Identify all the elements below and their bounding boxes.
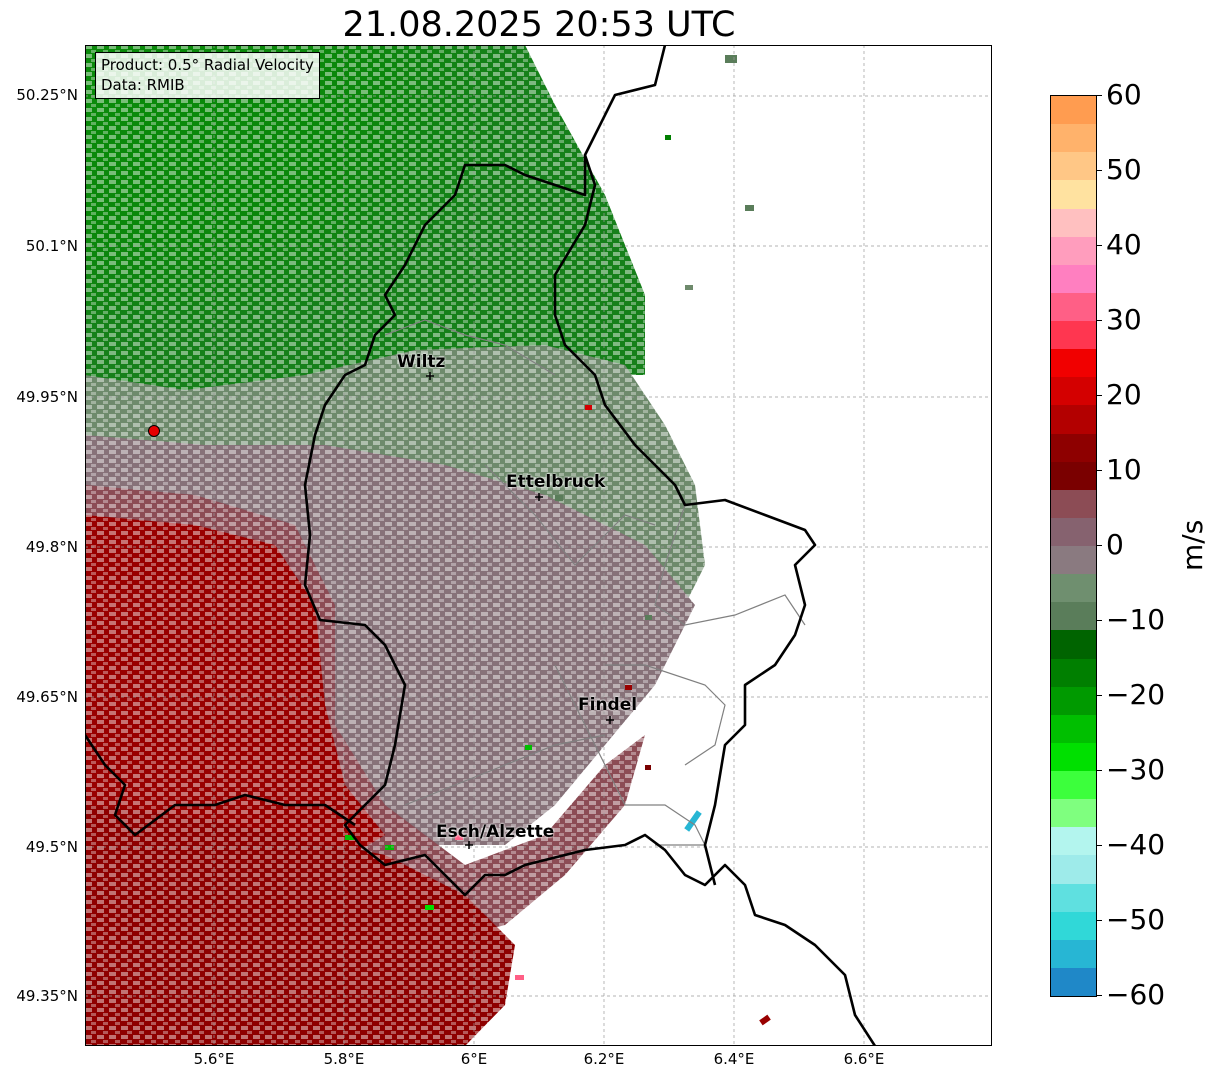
colorbar-tick bbox=[1096, 245, 1102, 246]
lat-label: 49.5°N bbox=[25, 838, 78, 856]
colorbar-tick-label: −40 bbox=[1106, 828, 1166, 861]
graticule bbox=[85, 45, 992, 1046]
lon-label: 6°E bbox=[460, 1050, 488, 1068]
colorbar-tick-label: 10 bbox=[1106, 453, 1142, 486]
colorbar-segment bbox=[1051, 349, 1096, 378]
lat-label: 49.8°N bbox=[25, 538, 78, 556]
lat-label: 49.95°N bbox=[16, 388, 78, 406]
city-marker-esch bbox=[465, 841, 473, 849]
colorbar-segment bbox=[1051, 489, 1096, 519]
colorbar-tick bbox=[1096, 620, 1102, 621]
colorbar-tick-label: 40 bbox=[1106, 228, 1142, 261]
city-marker-findel bbox=[606, 716, 614, 724]
colorbar-segment bbox=[1051, 855, 1096, 884]
colorbar-segment bbox=[1051, 517, 1096, 547]
lat-label: 50.25°N bbox=[16, 86, 78, 104]
colorbar-segment bbox=[1051, 208, 1096, 238]
colorbar-tick-label: −30 bbox=[1106, 753, 1166, 786]
colorbar-segment bbox=[1051, 630, 1096, 659]
colorbar-segment bbox=[1051, 827, 1096, 856]
colorbar-segment bbox=[1051, 236, 1096, 266]
colorbar-tick-label: 30 bbox=[1106, 303, 1142, 336]
colorbar-tick bbox=[1096, 920, 1102, 921]
colorbar-segment bbox=[1051, 292, 1096, 322]
map-title: 21.08.2025 20:53 UTC bbox=[342, 5, 736, 45]
colorbar-segment bbox=[1051, 911, 1096, 941]
colorbar-segment bbox=[1051, 152, 1096, 181]
colorbar-tick-label: −60 bbox=[1106, 978, 1166, 1011]
lon-label: 6.2°E bbox=[583, 1050, 625, 1068]
colorbar-segment bbox=[1051, 264, 1096, 294]
city-label-wiltz: Wiltz bbox=[397, 352, 446, 372]
colorbar-tick bbox=[1096, 845, 1102, 846]
colorbar-tick bbox=[1096, 695, 1102, 696]
colorbar-segment bbox=[1051, 883, 1096, 913]
colorbar-segment bbox=[1051, 433, 1096, 463]
colorbar-segment bbox=[1051, 96, 1096, 125]
colorbar-segment bbox=[1051, 658, 1096, 688]
radar-map[interactable] bbox=[85, 45, 992, 1046]
info-box: Product: 0.5° Radial Velocity Data: RMIB bbox=[95, 52, 320, 99]
colorbar-segment bbox=[1051, 546, 1096, 575]
radar-site-marker bbox=[148, 425, 160, 437]
colorbar-segment bbox=[1051, 602, 1096, 631]
colorbar-segment bbox=[1051, 967, 1096, 996]
lat-label: 49.35°N bbox=[16, 987, 78, 1005]
lon-label: 6.6°E bbox=[843, 1050, 885, 1068]
colorbar-tick bbox=[1096, 470, 1102, 471]
colorbar-segment bbox=[1051, 405, 1096, 434]
national-borders bbox=[85, 45, 877, 1046]
city-label-ettelbruck: Ettelbruck bbox=[506, 472, 606, 492]
colorbar-tick bbox=[1096, 95, 1102, 96]
radar-map-canvas bbox=[85, 45, 992, 1046]
colorbar-tick bbox=[1096, 545, 1102, 546]
colorbar-tick-label: −10 bbox=[1106, 603, 1166, 636]
lon-label: 6.4°E bbox=[713, 1050, 755, 1068]
internal-boundaries bbox=[384, 319, 806, 846]
colorbar-segment bbox=[1051, 321, 1096, 350]
colorbar-tick-label: −20 bbox=[1106, 678, 1166, 711]
colorbar-segment bbox=[1051, 771, 1096, 800]
colorbar-tick-label: 60 bbox=[1106, 78, 1142, 111]
colorbar-segment bbox=[1051, 377, 1096, 406]
city-marker-ettelbruck bbox=[535, 493, 543, 501]
lat-label: 50.1°N bbox=[25, 237, 78, 255]
colorbar-segment bbox=[1051, 124, 1096, 153]
colorbar-segment bbox=[1051, 461, 1096, 491]
colorbar-segment bbox=[1051, 714, 1096, 744]
lon-label: 5.6°E bbox=[193, 1050, 235, 1068]
city-label-esch-alzette: Esch/Alzette bbox=[436, 822, 555, 842]
colorbar-tick bbox=[1096, 770, 1102, 771]
city-markers bbox=[426, 372, 614, 849]
lon-label: 5.8°E bbox=[323, 1050, 365, 1068]
colorbar-segment bbox=[1051, 939, 1096, 969]
colorbar-segment bbox=[1051, 799, 1096, 828]
colorbar-segment bbox=[1051, 686, 1096, 716]
colorbar-tick-label: 0 bbox=[1106, 528, 1124, 561]
velocity-colorbar bbox=[1050, 95, 1097, 997]
product-label: Product: 0.5° Radial Velocity bbox=[101, 56, 314, 74]
colorbar-unit-label: m/s bbox=[1176, 519, 1207, 571]
colorbar-segment bbox=[1051, 574, 1096, 603]
velocity-field bbox=[85, 45, 771, 1046]
colorbar-tick-label: 50 bbox=[1106, 153, 1142, 186]
colorbar-tick bbox=[1096, 995, 1102, 996]
colorbar-tick bbox=[1096, 395, 1102, 396]
colorbar-segment bbox=[1051, 180, 1096, 209]
lat-label: 49.65°N bbox=[16, 688, 78, 706]
data-source-label: Data: RMIB bbox=[101, 76, 185, 94]
colorbar-segment bbox=[1051, 742, 1096, 772]
colorbar-tick-label: 20 bbox=[1106, 378, 1142, 411]
colorbar-tick-label: −50 bbox=[1106, 903, 1166, 936]
colorbar-tick bbox=[1096, 170, 1102, 171]
city-marker-wiltz bbox=[426, 372, 434, 380]
city-label-findel: Findel bbox=[578, 695, 638, 715]
colorbar-tick bbox=[1096, 320, 1102, 321]
